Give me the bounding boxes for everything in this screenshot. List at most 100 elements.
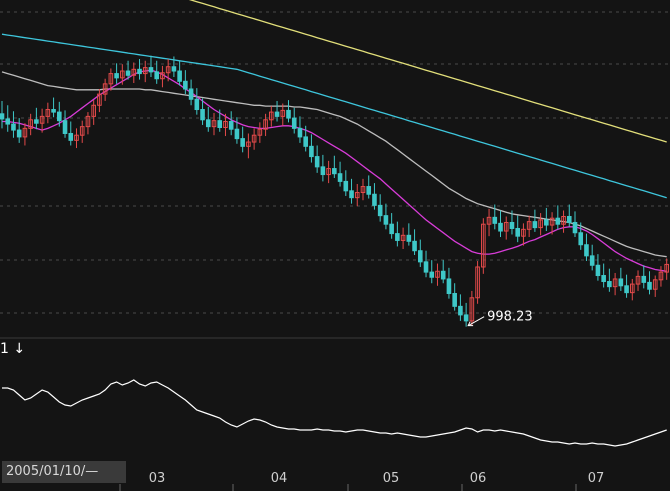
candle	[584, 233, 589, 261]
candle	[57, 101, 62, 127]
candle	[612, 272, 618, 296]
candle-body	[97, 93, 102, 106]
candle-body	[34, 119, 39, 124]
candle-body	[246, 141, 251, 147]
candle-body	[463, 314, 469, 322]
candle-body	[435, 270, 440, 278]
candle-body	[217, 120, 223, 128]
candle	[309, 134, 314, 163]
candle-body	[561, 215, 566, 225]
candle-body	[194, 98, 200, 111]
candle-body	[45, 109, 51, 117]
candle-body	[142, 67, 148, 75]
candle	[561, 210, 566, 233]
candle-body	[595, 264, 601, 277]
candle	[337, 161, 343, 187]
moving-average-lines	[1, 0, 667, 272]
candle-body	[137, 68, 142, 75]
candle	[326, 160, 331, 184]
candle	[481, 218, 486, 274]
candle	[578, 222, 584, 250]
candle-body	[257, 128, 263, 136]
candle-body	[188, 88, 194, 100]
candle-body	[395, 233, 400, 241]
candle	[269, 106, 274, 127]
candle	[280, 103, 286, 126]
candle-body	[652, 279, 658, 290]
candle	[607, 268, 612, 292]
candle-body	[544, 219, 549, 226]
candle	[297, 116, 303, 143]
candle	[165, 59, 171, 82]
candle	[589, 244, 595, 271]
candle	[549, 212, 555, 235]
candle-body	[446, 278, 452, 295]
candle-body	[417, 250, 423, 263]
candle-body	[39, 115, 45, 124]
candle	[544, 207, 549, 232]
candle-body	[612, 278, 618, 288]
candle	[16, 118, 22, 143]
x-tick-label: 05	[383, 471, 400, 486]
candle	[389, 213, 394, 239]
candle-body	[481, 223, 486, 268]
candle	[68, 121, 74, 146]
candle-body	[120, 70, 125, 79]
candle	[618, 267, 624, 291]
indicator-panel	[2, 379, 667, 447]
candle	[171, 56, 177, 78]
candle	[205, 106, 211, 132]
candle-body	[309, 145, 314, 158]
candle	[635, 270, 641, 291]
candle	[521, 223, 526, 246]
candle	[658, 266, 664, 287]
candle-body	[263, 119, 268, 130]
candle-body	[521, 228, 526, 237]
candle-body	[429, 271, 435, 278]
candle	[114, 63, 119, 84]
candle-body	[515, 227, 521, 237]
candle	[142, 60, 148, 83]
candle	[120, 64, 125, 85]
candle	[423, 250, 429, 278]
candle-body	[532, 221, 538, 229]
candle	[314, 145, 320, 173]
candle-body	[102, 83, 108, 95]
candle	[217, 109, 223, 132]
candle	[400, 227, 406, 250]
candle	[395, 221, 400, 247]
candle-body	[343, 180, 349, 192]
candle	[360, 178, 366, 201]
candle	[22, 123, 28, 146]
candle	[320, 154, 326, 182]
candle	[469, 290, 475, 326]
candle	[417, 239, 423, 267]
candle-body	[274, 111, 280, 117]
candle-body	[377, 204, 383, 217]
candle	[62, 110, 68, 138]
candle	[664, 258, 669, 280]
candle	[286, 100, 291, 123]
candle-body	[400, 234, 406, 241]
candle-body	[601, 275, 606, 283]
candle	[11, 111, 16, 138]
candle-body	[658, 271, 664, 281]
candle-body	[423, 261, 429, 273]
x-axis-ticks: 03 04 05 06 07	[149, 471, 605, 486]
candle-body	[372, 193, 377, 206]
candle	[406, 223, 412, 246]
candle	[452, 283, 457, 311]
candle-body	[383, 215, 389, 225]
candle-body	[572, 221, 578, 234]
candle	[349, 178, 354, 204]
candle-body	[538, 219, 543, 229]
candle-body	[440, 270, 446, 280]
x-tick-label: 07	[588, 471, 605, 486]
candle	[463, 302, 469, 327]
candle	[641, 265, 647, 289]
candle	[647, 271, 652, 295]
candle	[45, 102, 51, 124]
candle	[228, 111, 234, 136]
candle-body	[251, 134, 257, 143]
candle	[412, 229, 417, 255]
